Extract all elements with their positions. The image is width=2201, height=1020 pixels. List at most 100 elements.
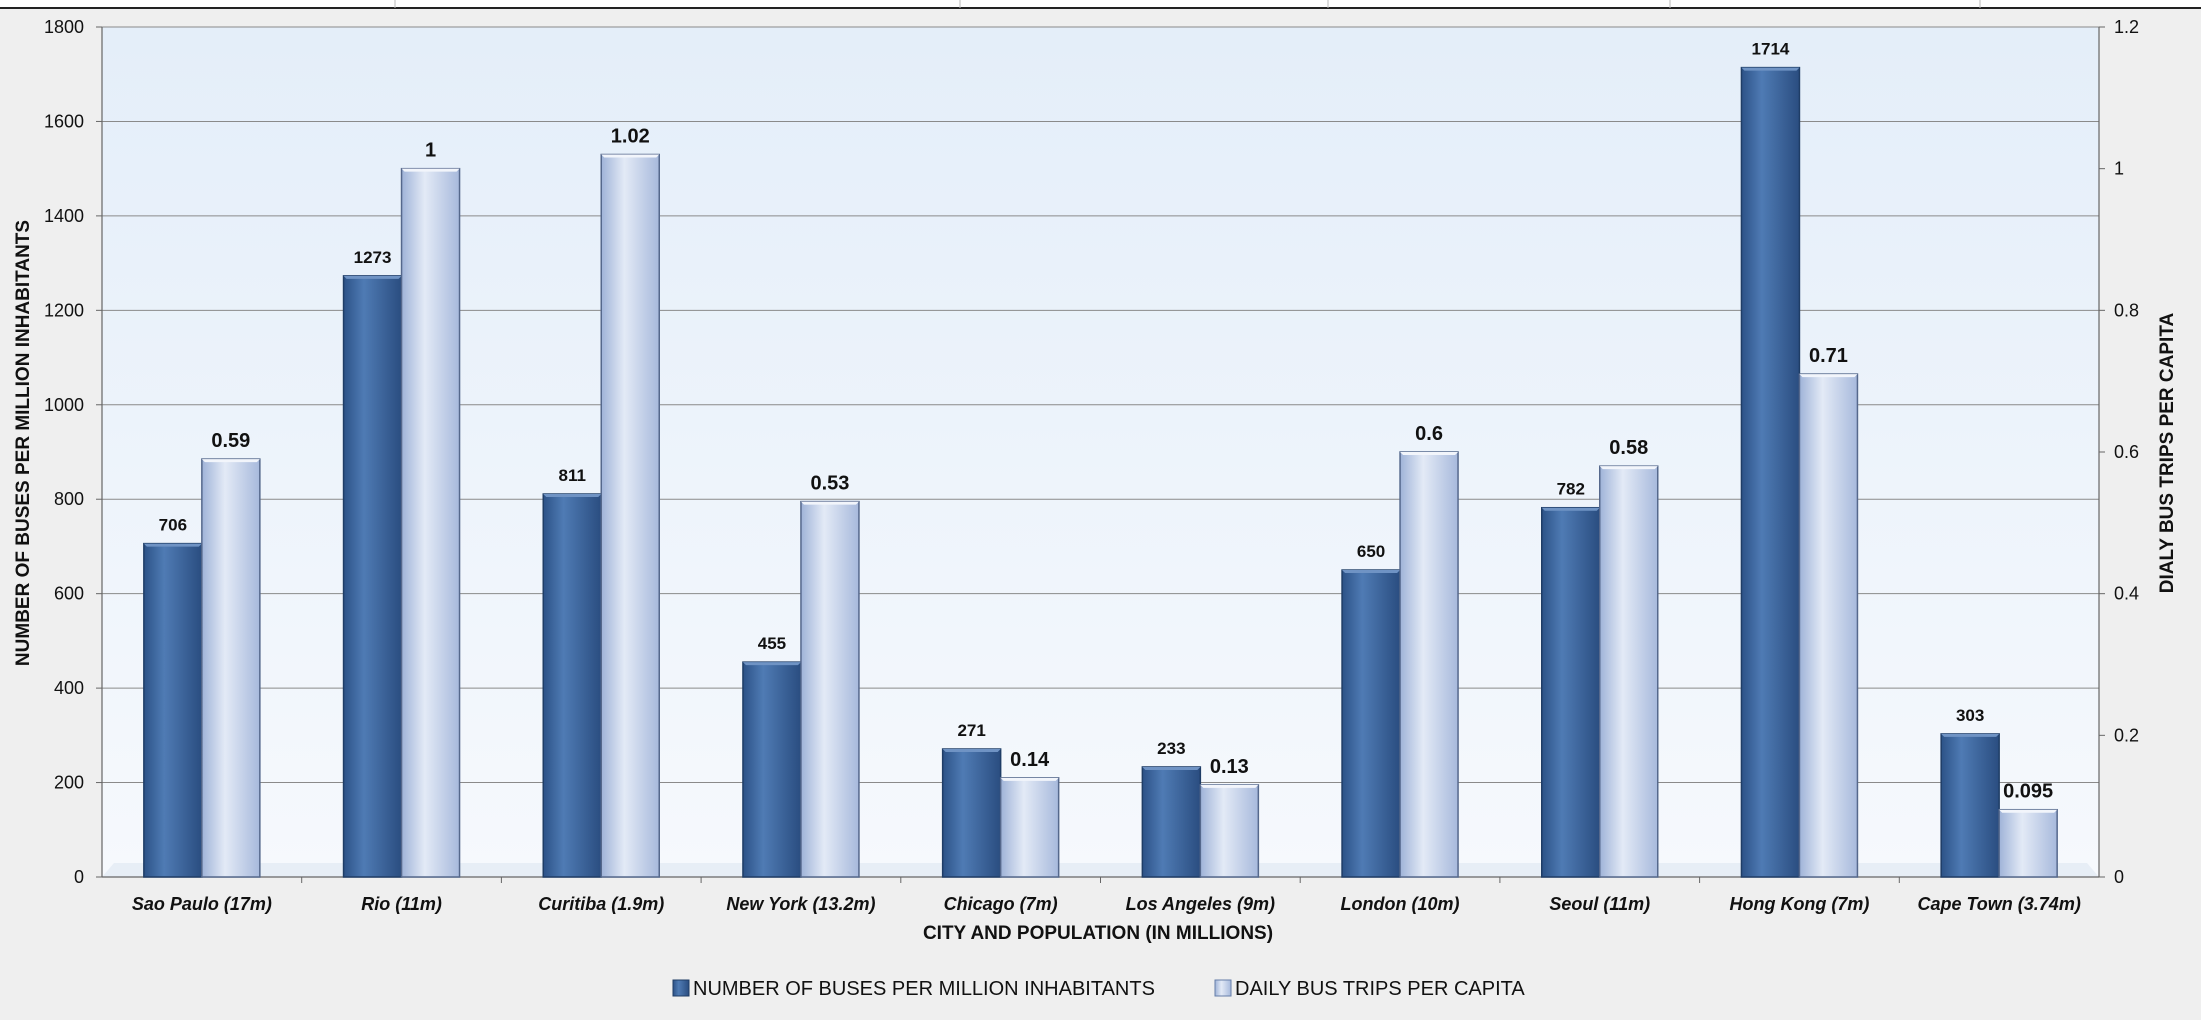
bar-buses xyxy=(1940,733,2000,878)
y-tick-label: 1000 xyxy=(44,395,84,415)
bar-trips-top xyxy=(401,168,460,172)
bar-buses-top xyxy=(1142,766,1201,770)
bar-buses-top xyxy=(143,543,202,547)
bar-trips xyxy=(400,167,461,878)
x-tick-label: Curitiba (1.9m) xyxy=(538,894,664,914)
bar-trips xyxy=(1199,784,1260,878)
y2-tick-label: 0 xyxy=(2114,867,2124,887)
y2-tick-label: 1.2 xyxy=(2114,17,2139,37)
bars xyxy=(143,66,2058,878)
data-label-trips: 0.53 xyxy=(810,473,849,495)
x-tick-label: New York (13.2m) xyxy=(726,894,875,914)
legend-label-trips: DAILY BUS TRIPS PER CAPITA xyxy=(1235,978,1525,1000)
bar-trips xyxy=(1998,808,2058,878)
data-label-buses: 811 xyxy=(559,466,586,485)
data-label-trips: 0.59 xyxy=(211,430,250,452)
x-tick-label: Rio (11m) xyxy=(361,894,442,914)
data-label-trips: 0.095 xyxy=(2003,781,2053,803)
bar-buses xyxy=(742,661,802,878)
bar-trips-top xyxy=(800,501,859,505)
bar-trips-top xyxy=(201,459,260,463)
bar-trips xyxy=(1798,373,1859,878)
data-label-buses: 706 xyxy=(159,516,187,535)
bar-buses xyxy=(1341,569,1401,878)
y2-tick-label: 0.8 xyxy=(2114,300,2139,320)
y-tick-label: 1400 xyxy=(44,206,84,226)
data-label-buses: 650 xyxy=(1357,542,1385,561)
x-tick-label: Chicago (7m) xyxy=(944,894,1058,914)
x-axis-title: CITY AND POPULATION (IN MILLIONS) xyxy=(923,923,1273,944)
data-labels: 706 0.59 1273 1 811 1.02 455 0.53 271 0.14 233 0.13… xyxy=(159,40,2054,803)
tick-labels: 0 200 400 600 800 1000 1200 1400 1600 1800 0 0.2 0.4… xyxy=(44,17,2139,914)
data-label-trips: 0.58 xyxy=(1609,437,1648,459)
y2-tick-label: 1 xyxy=(2114,159,2124,179)
data-label-buses: 233 xyxy=(1157,739,1185,758)
y-tick-label: 800 xyxy=(54,489,84,509)
data-label-trips: 0.14 xyxy=(1010,749,1050,771)
y2-tick-label: 0.2 xyxy=(2114,725,2139,745)
bar-buses xyxy=(1541,506,1601,878)
axis-titles: CITY AND POPULATION (IN MILLIONS) NUMBER… xyxy=(13,220,2178,944)
bar-trips xyxy=(999,777,1060,878)
bar-buses-top xyxy=(742,662,801,666)
bar-trips-top xyxy=(1400,452,1459,455)
bar-buses xyxy=(143,542,203,878)
top-strip-bg xyxy=(0,0,2201,8)
bar-buses-top xyxy=(942,749,1001,753)
bar-trips-top xyxy=(1999,809,2058,813)
y2-tick-label: 0.4 xyxy=(2114,584,2139,604)
x-tick-label: Hong Kong (7m) xyxy=(1729,894,1869,914)
y-axis-title: NUMBER OF BUSES PER MILLION INHABITANTS xyxy=(13,220,34,666)
bar-buses-top xyxy=(1342,570,1401,574)
bar-trips-top xyxy=(1000,777,1059,781)
bar-trips xyxy=(600,153,660,878)
y2-axis-title: DIALY BUS TRIPS PER CAPITA xyxy=(2157,312,2178,593)
bar-trips-top xyxy=(1799,374,1858,378)
bar-buses xyxy=(1740,66,1801,878)
legend: NUMBER OF BUSES PER MILLION INHABITANTS … xyxy=(672,978,1525,1000)
y-tick-label: 200 xyxy=(54,773,84,793)
bar-buses-top xyxy=(1741,67,1800,71)
bar-trips-top xyxy=(601,154,660,158)
bar-trips-top xyxy=(1599,466,1658,470)
data-label-buses: 1714 xyxy=(1752,40,1790,59)
data-label-buses: 455 xyxy=(758,634,786,653)
top-border-strip xyxy=(0,0,2201,9)
x-tick-label: Sao Paulo (17m) xyxy=(132,894,272,914)
y-tick-label: 400 xyxy=(54,678,84,698)
x-tick-label: London (10m) xyxy=(1341,894,1460,914)
bar-trips xyxy=(800,500,860,878)
x-tick-label: Los Angeles (9m) xyxy=(1126,894,1275,914)
y-tick-label: 1600 xyxy=(44,111,84,131)
x-tick-label: Seoul (11m) xyxy=(1549,894,1650,914)
bar-buses xyxy=(342,275,403,878)
bar-buses xyxy=(941,748,1002,878)
y-tick-label: 1800 xyxy=(44,17,84,37)
bar-buses-top xyxy=(543,494,602,498)
bar-buses xyxy=(1141,766,1202,878)
y-tick-label: 1200 xyxy=(44,300,84,320)
bar-buses-top xyxy=(1541,507,1600,511)
legend-swatch-trips xyxy=(1214,979,1232,997)
data-label-buses: 271 xyxy=(957,721,985,740)
y-tick-label: 600 xyxy=(54,584,84,604)
data-label-buses: 303 xyxy=(1956,706,1984,725)
x-tick-label: Cape Town (3.74m) xyxy=(1917,894,2080,914)
data-label-trips: 0.6 xyxy=(1415,423,1443,445)
data-label-trips: 0.13 xyxy=(1210,756,1249,778)
data-label-trips: 1.02 xyxy=(611,126,650,148)
y-tick-label: 0 xyxy=(74,867,84,887)
data-label-buses: 782 xyxy=(1557,480,1585,499)
data-label-trips: 1 xyxy=(425,140,436,162)
legend-label-buses: NUMBER OF BUSES PER MILLION INHABITANTS xyxy=(693,978,1155,1000)
bar-trips xyxy=(1399,451,1459,878)
bar-trips xyxy=(201,458,261,878)
bar-buses-top xyxy=(1941,733,2000,737)
bar-trips-top xyxy=(1200,784,1259,788)
bar-buses-top xyxy=(343,275,402,279)
bar-buses xyxy=(542,493,602,878)
y2-tick-label: 0.6 xyxy=(2114,442,2139,462)
bar-trips xyxy=(1599,465,1659,878)
